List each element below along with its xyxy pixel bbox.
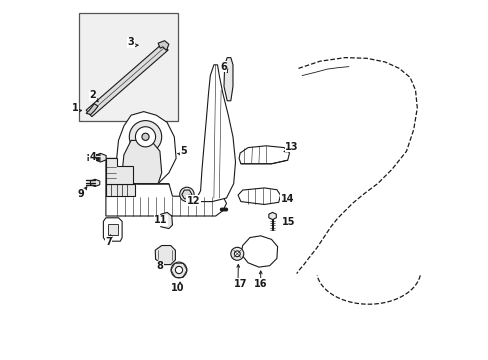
Text: 4: 4 xyxy=(89,152,96,162)
Text: 7: 7 xyxy=(105,237,112,247)
Circle shape xyxy=(224,208,227,211)
Polygon shape xyxy=(103,218,122,241)
Text: 13: 13 xyxy=(285,142,298,152)
Circle shape xyxy=(175,266,182,274)
Bar xyxy=(79,13,178,121)
Text: 11: 11 xyxy=(154,215,167,225)
Text: 16: 16 xyxy=(253,279,267,289)
Polygon shape xyxy=(158,212,172,229)
Text: 17: 17 xyxy=(234,279,247,289)
Circle shape xyxy=(220,208,223,211)
Polygon shape xyxy=(224,58,232,101)
Text: 5: 5 xyxy=(180,146,187,156)
Text: 10: 10 xyxy=(171,283,184,293)
Circle shape xyxy=(234,251,240,257)
Polygon shape xyxy=(86,44,168,117)
Circle shape xyxy=(230,247,244,260)
Circle shape xyxy=(142,133,149,140)
Polygon shape xyxy=(95,153,106,162)
Text: 1: 1 xyxy=(72,103,79,113)
Text: 14: 14 xyxy=(281,194,294,204)
Text: 15: 15 xyxy=(281,217,295,228)
Circle shape xyxy=(179,187,194,202)
Polygon shape xyxy=(106,184,226,216)
Polygon shape xyxy=(182,190,192,199)
Polygon shape xyxy=(86,104,98,114)
Circle shape xyxy=(135,127,155,147)
Text: 2: 2 xyxy=(89,90,96,100)
Polygon shape xyxy=(106,158,133,184)
Polygon shape xyxy=(197,65,235,202)
Text: 12: 12 xyxy=(186,195,200,206)
Circle shape xyxy=(129,121,162,153)
Circle shape xyxy=(222,208,225,211)
Polygon shape xyxy=(158,41,168,50)
Polygon shape xyxy=(90,179,100,186)
Circle shape xyxy=(171,262,186,278)
Polygon shape xyxy=(241,236,277,267)
Polygon shape xyxy=(239,146,289,164)
Polygon shape xyxy=(268,212,276,220)
Text: 8: 8 xyxy=(156,261,163,271)
Polygon shape xyxy=(238,188,280,204)
Polygon shape xyxy=(106,112,176,196)
Bar xyxy=(107,224,118,235)
Text: 6: 6 xyxy=(220,62,226,72)
Polygon shape xyxy=(106,184,134,196)
Polygon shape xyxy=(122,140,162,184)
Polygon shape xyxy=(155,246,175,265)
Text: 9: 9 xyxy=(77,189,84,199)
Text: 3: 3 xyxy=(127,37,134,48)
